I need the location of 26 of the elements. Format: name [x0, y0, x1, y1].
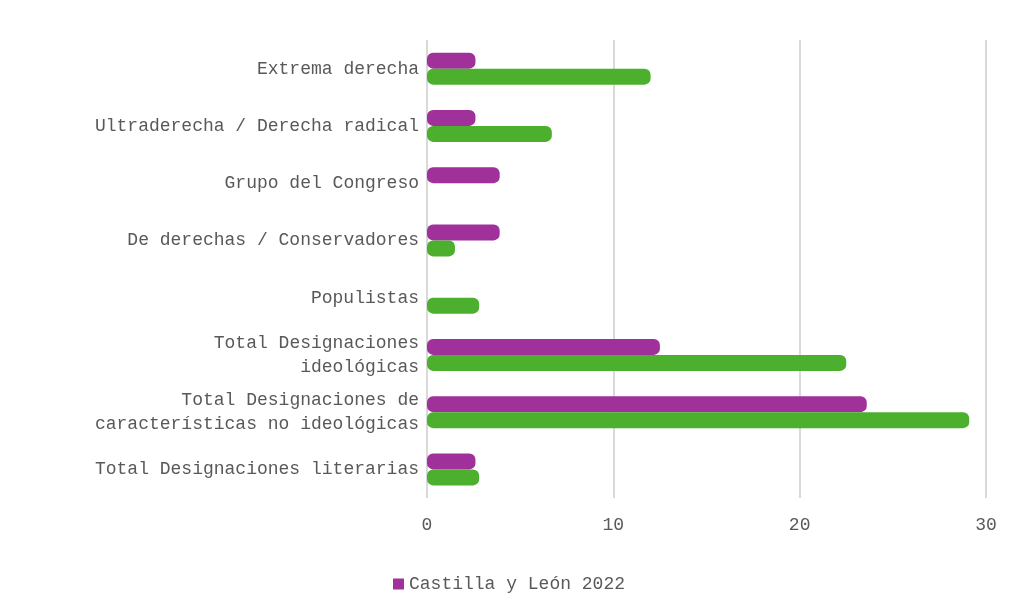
- y-tick-label: Total Designaciones de características no ideológicas: [94, 390, 419, 435]
- bar: [427, 338, 660, 355]
- bar: [427, 412, 970, 429]
- bar: [427, 354, 847, 371]
- bar: [427, 167, 500, 184]
- bar: [427, 297, 480, 314]
- bar: [427, 68, 651, 85]
- bar: [427, 469, 480, 486]
- y-tick-label: Ultraderecha / Derecha radical: [94, 115, 419, 136]
- legend-label: Castilla y León 2022: [408, 574, 626, 594]
- y-tick-label: Grupo del Congreso: [224, 173, 419, 194]
- bar: [427, 453, 476, 470]
- x-tick-label: 30: [975, 515, 997, 535]
- y-tick-label: Total Designaciones ideológicas: [213, 332, 419, 377]
- y-tick-label: De derechas / Conservadores: [127, 230, 419, 251]
- x-tick-label: 10: [602, 515, 625, 535]
- y-tick-label: Extrema derecha: [256, 58, 420, 79]
- y-tick-label: Populistas: [310, 287, 419, 308]
- y-tick-label: Total Designaciones literarias: [94, 459, 419, 480]
- bar: [427, 125, 552, 142]
- x-tick-label: 0: [421, 515, 433, 535]
- x-tick-label: 20: [788, 515, 811, 535]
- bar: [427, 224, 500, 241]
- bar: [427, 396, 867, 413]
- bar: [427, 109, 476, 126]
- bar: [427, 52, 476, 69]
